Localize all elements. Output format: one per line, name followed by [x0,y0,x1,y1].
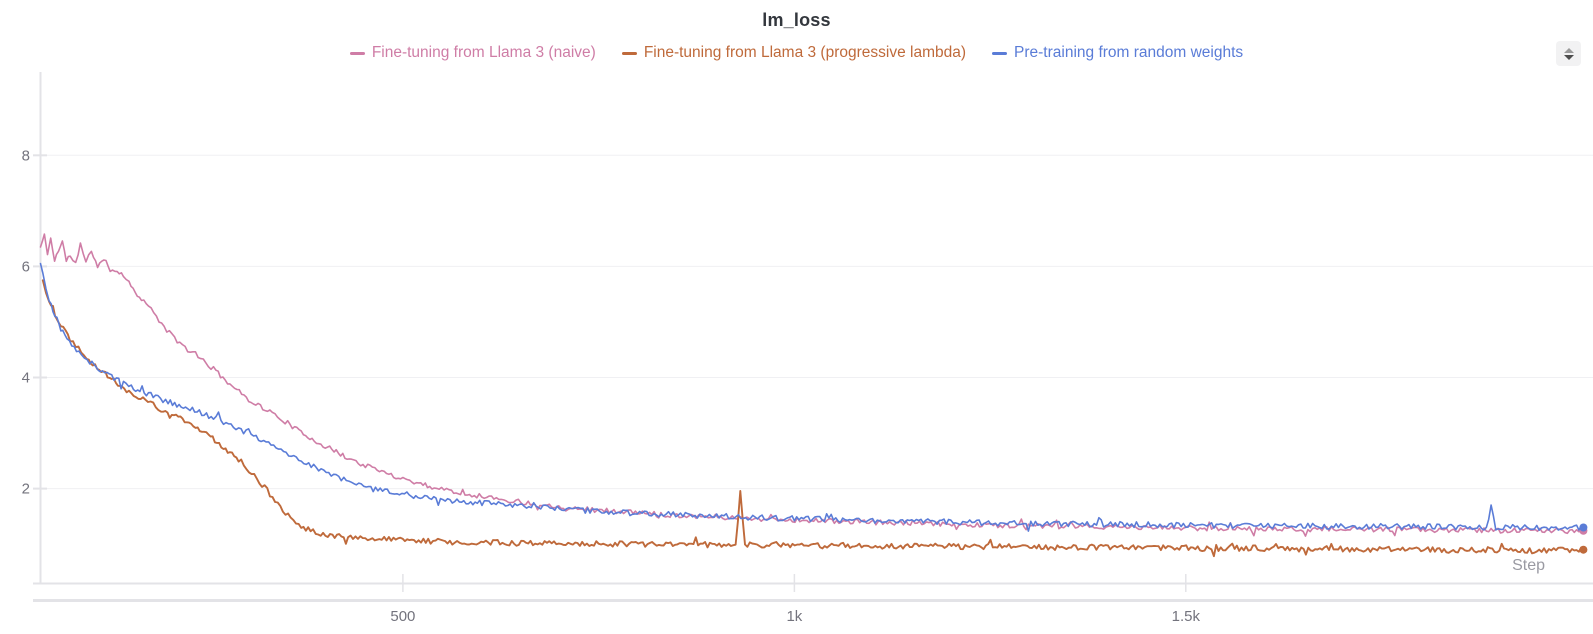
legend-item-1[interactable]: Fine-tuning from Llama 3 (progressive la… [621,44,967,62]
panel-stepper-button[interactable] [1556,41,1581,66]
chart-title: lm_loss [762,10,831,30]
y-tick-label-2: 2 [22,481,30,498]
legend-item-label: Fine-tuning from Llama 3 (naive) [371,44,596,61]
series-line-1[interactable] [41,279,1585,558]
legend-dash-icon [992,51,1008,55]
series-endpoint-2 [1579,523,1588,532]
x-tick-label-500: 500 [390,608,415,625]
series-endpoint-1 [1579,545,1588,554]
legend-dash-icon [621,51,637,55]
x-tick-label-1.5k: 1.5k [1172,608,1201,625]
legend-item-label: Fine-tuning from Llama 3 (progressive la… [643,44,967,61]
x-axis-title: Step [1512,557,1545,574]
plot-area[interactable] [41,72,1586,583]
series-line-2[interactable] [39,262,1585,532]
legend-item-label: Pre-training from random weights [1014,44,1244,61]
down-arrow-icon [1563,54,1574,60]
legend-item-0[interactable]: Fine-tuning from Llama 3 (naive) [349,44,596,62]
up-arrow-icon [1563,47,1574,53]
legend-item-2[interactable]: Pre-training from random weights [992,44,1243,62]
x-tick-label-1k: 1k [786,608,802,625]
y-tick-label-6: 6 [22,258,30,275]
legend-dash-icon [349,51,365,55]
y-tick-label-4: 4 [22,370,30,387]
chart-legend: Fine-tuning from Llama 3 (naive) Fine-tun… [0,44,1593,62]
y-tick-label-8: 8 [22,147,30,164]
